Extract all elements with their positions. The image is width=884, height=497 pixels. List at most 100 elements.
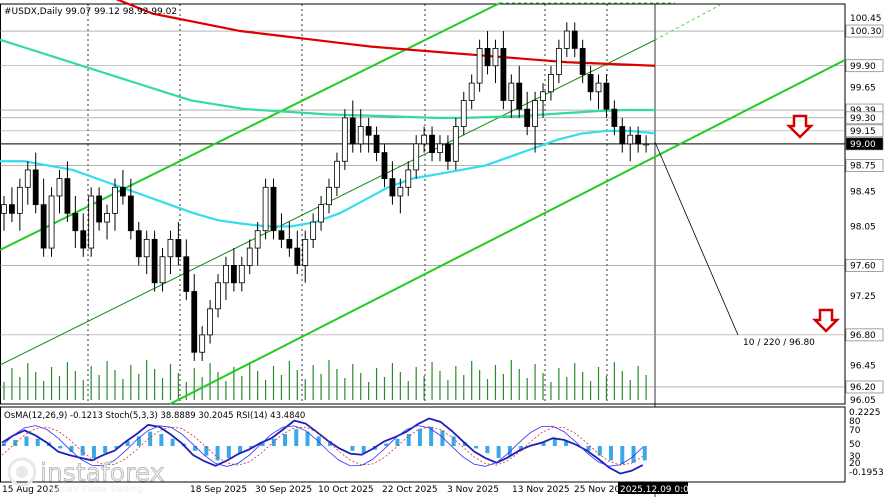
bull-candle — [207, 308, 213, 336]
date-tick: 18 Sep 2025 — [190, 485, 247, 495]
osma-bar — [496, 446, 501, 458]
osma-bar — [474, 446, 479, 449]
bull-candle — [16, 186, 23, 214]
chart-frame — [0, 3, 846, 405]
osma-bar — [507, 446, 512, 456]
candlesticks — [1, 22, 649, 361]
osma-bar — [114, 446, 119, 449]
bear-candle — [516, 82, 523, 110]
price-label-box — [845, 328, 884, 342]
bull-candle — [302, 238, 309, 266]
price-label-box — [845, 380, 884, 394]
bear-candle — [32, 169, 39, 206]
osma-bar — [541, 442, 546, 446]
bear-candle — [579, 47, 586, 75]
osma-bar — [564, 441, 569, 446]
logo-text: instaforex — [40, 458, 165, 487]
bear-candle — [270, 186, 277, 232]
osma-bar — [238, 446, 243, 454]
osma-bar — [485, 446, 490, 454]
osma-bar — [125, 441, 130, 446]
price-tick: 97.25 — [850, 292, 876, 302]
price-label-box — [845, 159, 884, 172]
bull-candle — [48, 195, 55, 249]
osma-bar — [204, 446, 209, 456]
annotations — [654, 114, 841, 336]
moving-average-line — [115, 0, 656, 67]
price-label-box — [845, 124, 884, 138]
price-tick: 99.90 — [850, 62, 876, 72]
bull-candle — [357, 126, 364, 145]
bear-candle — [603, 82, 610, 110]
bull-candle — [643, 143, 649, 146]
bear-candle — [191, 291, 198, 353]
price-tick: 96.45 — [850, 361, 876, 371]
price-tick: 99.00 — [850, 140, 876, 150]
date-cursor-box — [618, 482, 688, 494]
price-tick: 98.45 — [850, 188, 876, 198]
osma-bar — [80, 446, 85, 456]
osma-bar — [103, 446, 108, 454]
osma-bar — [451, 436, 456, 446]
osma-bar — [620, 446, 625, 464]
tick-volume-bars — [3, 360, 647, 400]
osma-bar — [384, 443, 389, 446]
bear-candle — [389, 178, 396, 197]
osma-bar — [429, 426, 434, 446]
osma-bar — [193, 446, 198, 451]
chart-title: #USDX,Daily 99.07 99.12 98.92 99.02 — [4, 7, 177, 17]
bull-candle — [508, 82, 515, 101]
projection-line — [654, 141, 739, 336]
date-tick: 30 Sep 2025 — [255, 485, 312, 495]
bear-candle — [9, 204, 15, 214]
date-tick: 22 Oct 2025 — [382, 485, 438, 495]
osma-bar — [58, 446, 63, 449]
bear-candle — [619, 126, 626, 145]
price-label-box — [845, 137, 884, 151]
osma-bar — [283, 434, 288, 446]
bear-candle — [175, 238, 182, 258]
bull-candle — [310, 221, 317, 240]
bull-candle — [159, 256, 166, 284]
bear-candle — [230, 265, 237, 284]
bull-candle — [405, 169, 412, 188]
price-label-box — [845, 259, 884, 272]
channel-lower-line — [169, 59, 846, 405]
bear-candle — [135, 230, 142, 258]
bull-candle — [341, 117, 348, 162]
bull-candle — [238, 265, 245, 284]
stoch-signal-line — [1, 426, 643, 466]
osma-bar — [24, 436, 29, 446]
indicator-tick: 0.2225 — [849, 408, 881, 418]
bull-candle — [532, 100, 538, 127]
bull-candle — [24, 169, 31, 188]
bull-candle — [246, 247, 253, 266]
bull-candle — [492, 47, 499, 67]
price-tick: 100.30 — [850, 27, 882, 37]
price-channel — [0, 2, 846, 405]
bull-candle — [555, 47, 562, 75]
bull-candle — [143, 238, 150, 258]
date-tick: 3 Nov 2025 — [447, 485, 499, 495]
bear-candle — [365, 126, 372, 136]
indicator-tick: 30 — [849, 452, 861, 462]
price-tick: 98.05 — [850, 222, 876, 232]
bull-candle — [326, 186, 332, 206]
bear-candle — [183, 256, 190, 292]
price-tick: 100.45 — [850, 14, 882, 24]
date-tick: 2025.12.09 0:00 — [620, 485, 695, 495]
projection-label: 10 / 220 / 96.80 — [743, 338, 815, 348]
bull-candle — [452, 126, 459, 162]
osma-bar — [586, 446, 591, 451]
bull-candle — [112, 186, 118, 214]
moving-averages — [0, 0, 656, 228]
sell-arrow-icon — [785, 114, 815, 139]
osma-bar — [406, 434, 411, 446]
date-axis: 15 Aug 2025 18 Sep 2025 30 Sep 2025 10 Oct … — [2, 482, 695, 495]
instaforex-logo: instaforex Instant Forex Trading — [7, 457, 165, 495]
osma-bar — [350, 446, 355, 451]
osma-bar — [260, 442, 265, 446]
indicator-tick: 50 — [849, 440, 861, 450]
osma-bar — [2, 443, 6, 446]
